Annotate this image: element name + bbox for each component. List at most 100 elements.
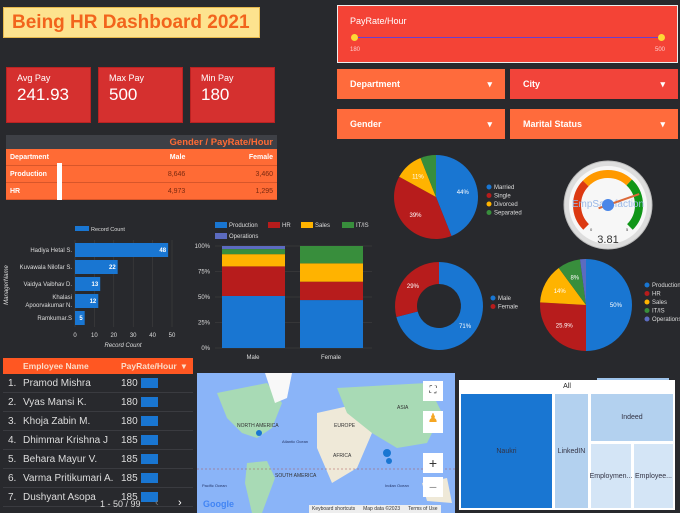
employee-name: Dushyant Asopa <box>23 491 96 503</box>
table-title: Gender / PayRate/Hour <box>6 135 277 149</box>
legend-swatch <box>215 222 227 228</box>
stacked-bar-segment[interactable] <box>222 254 285 267</box>
city-filter[interactable]: City ▾ <box>510 69 678 99</box>
legend-label: Operations <box>652 317 680 323</box>
pie-slice[interactable] <box>540 267 586 305</box>
marital-status-filter[interactable]: Marital Status ▾ <box>510 109 678 139</box>
pie-slice[interactable] <box>586 259 632 351</box>
pegman-icon[interactable]: ♟ <box>423 411 443 433</box>
sort-down-icon[interactable]: ▾ <box>181 360 187 371</box>
col-header[interactable]: Female <box>248 153 274 161</box>
treemap-node[interactable]: Employmen... <box>590 443 632 509</box>
legend-label: Female <box>498 305 519 311</box>
treemap-node[interactable]: Indeed <box>590 393 674 442</box>
table-row[interactable]: 5. Behara Mayur V. 185 <box>3 450 193 469</box>
map-label: AFRICA <box>333 453 352 459</box>
map-land <box>197 373 455 513</box>
pagination-label: 1 - 50 / 99 <box>100 499 141 509</box>
slider-max-handle[interactable] <box>658 34 665 41</box>
pie-slice[interactable] <box>579 259 586 305</box>
next-page-icon[interactable]: › <box>178 497 182 509</box>
bar[interactable] <box>75 260 118 274</box>
map-footer: Keyboard shortcuts Map data ©2023 Terms of… <box>309 505 441 513</box>
table-row[interactable]: 1. Pramod Mishra 180 <box>3 374 193 393</box>
pie-slice[interactable] <box>399 157 436 197</box>
department-filter[interactable]: Department ▾ <box>337 69 505 99</box>
pie-slice[interactable] <box>436 155 479 237</box>
stacked-bar-segment[interactable] <box>222 249 285 255</box>
pie-slice[interactable] <box>558 259 586 305</box>
google-logo: Google <box>203 499 234 509</box>
pie-slice[interactable] <box>394 176 452 240</box>
zoom-in-icon[interactable]: + <box>423 453 443 473</box>
payrate-bar <box>141 473 158 483</box>
data-label: 11% <box>412 175 424 181</box>
legend-label: Production <box>652 283 680 289</box>
gender-filter[interactable]: Gender ▾ <box>337 109 505 139</box>
bar[interactable] <box>75 277 101 291</box>
slider-track[interactable] <box>354 37 662 38</box>
world-map[interactable]: NORTH AMERICA EUROPE ASIA AFRICA SOUTH A… <box>197 373 455 513</box>
kpi-min-pay: Min Pay 180 <box>190 67 275 123</box>
payrate: 185 <box>121 453 138 465</box>
col-header-payrate[interactable]: PayRate/Hour <box>121 361 177 371</box>
legend-label: Married <box>494 185 514 191</box>
kpi-label: Min Pay <box>201 73 234 83</box>
scrollbar[interactable] <box>57 163 62 200</box>
table-row[interactable]: 2. Vyas Mansi K. 180 <box>3 393 193 412</box>
gauge-max: 5 <box>626 227 629 232</box>
col-header-name[interactable]: Employee Name <box>23 361 89 371</box>
stacked-bar-segment[interactable] <box>222 266 285 296</box>
col-header[interactable]: Department <box>10 153 49 161</box>
stacked-bar-segment[interactable] <box>300 300 363 348</box>
treemap-node[interactable]: Naukri <box>460 393 553 509</box>
pie-slice[interactable] <box>420 155 436 197</box>
fullscreen-icon[interactable]: ⛶ <box>423 381 443 401</box>
table-header: Employee Name PayRate/Hour ▾ <box>3 358 193 374</box>
keyboard-shortcuts-link[interactable]: Keyboard shortcuts <box>312 506 356 512</box>
treemap-node[interactable]: LinkedIN <box>554 393 589 509</box>
treemap-scrollbar[interactable] <box>597 378 669 381</box>
prev-page-icon[interactable]: ‹ <box>155 497 159 509</box>
legend-label: IT/IS <box>356 223 369 229</box>
table-row[interactable]: 4. Dhimmar Krishna J 185 <box>3 431 193 450</box>
legend-swatch <box>644 316 650 322</box>
kpi-value: 500 <box>109 85 138 104</box>
bar[interactable] <box>75 294 99 308</box>
payrate: 185 <box>121 491 138 503</box>
terms-link[interactable]: Terms of Use <box>408 506 438 512</box>
legend-label: HR <box>282 223 291 229</box>
stacked-bar-segment[interactable] <box>300 281 363 301</box>
legend-label: Sales <box>652 300 667 306</box>
pie-slice[interactable] <box>396 262 483 351</box>
zoom-out-icon[interactable]: − <box>423 477 443 497</box>
payrate-bar <box>141 454 158 464</box>
col-header[interactable]: Male <box>169 153 186 161</box>
table-row[interactable]: 7. Dushyant Asopa 185 <box>3 488 193 507</box>
gauge-value: 3.81 <box>597 234 618 246</box>
stacked-bar-segment[interactable] <box>300 246 363 264</box>
table-row[interactable]: 3. Khoja Zabin M. 180 <box>3 412 193 431</box>
pie-slice[interactable] <box>540 302 586 351</box>
slider-label: PayRate/Hour <box>350 16 407 26</box>
slider-min-handle[interactable] <box>351 34 358 41</box>
stacked-bar-segment[interactable] <box>300 263 363 282</box>
gauge-band <box>573 180 590 230</box>
treemap-node[interactable]: Employee... <box>633 443 674 509</box>
legend-label: IT/IS <box>652 309 665 315</box>
legend-swatch <box>75 226 89 231</box>
treemap-root[interactable]: All <box>459 380 675 392</box>
row-index: 6. <box>8 472 17 484</box>
bar[interactable] <box>75 311 85 325</box>
map-label: EUROPE <box>334 423 356 429</box>
pie-slice[interactable] <box>395 262 439 317</box>
y-tick-label: 100% <box>195 244 211 250</box>
map-label: SOUTH AMERICA <box>275 473 317 479</box>
legend-label: HR <box>652 292 661 298</box>
y-tick-label: Khalasi <box>52 295 72 301</box>
bar[interactable] <box>75 243 169 257</box>
legend-swatch <box>215 233 227 239</box>
stacked-bar-segment[interactable] <box>222 295 285 348</box>
table-row[interactable]: 6. Varma Pritikumari A. 185 <box>3 469 193 488</box>
stacked-bar-segment[interactable] <box>222 246 285 250</box>
